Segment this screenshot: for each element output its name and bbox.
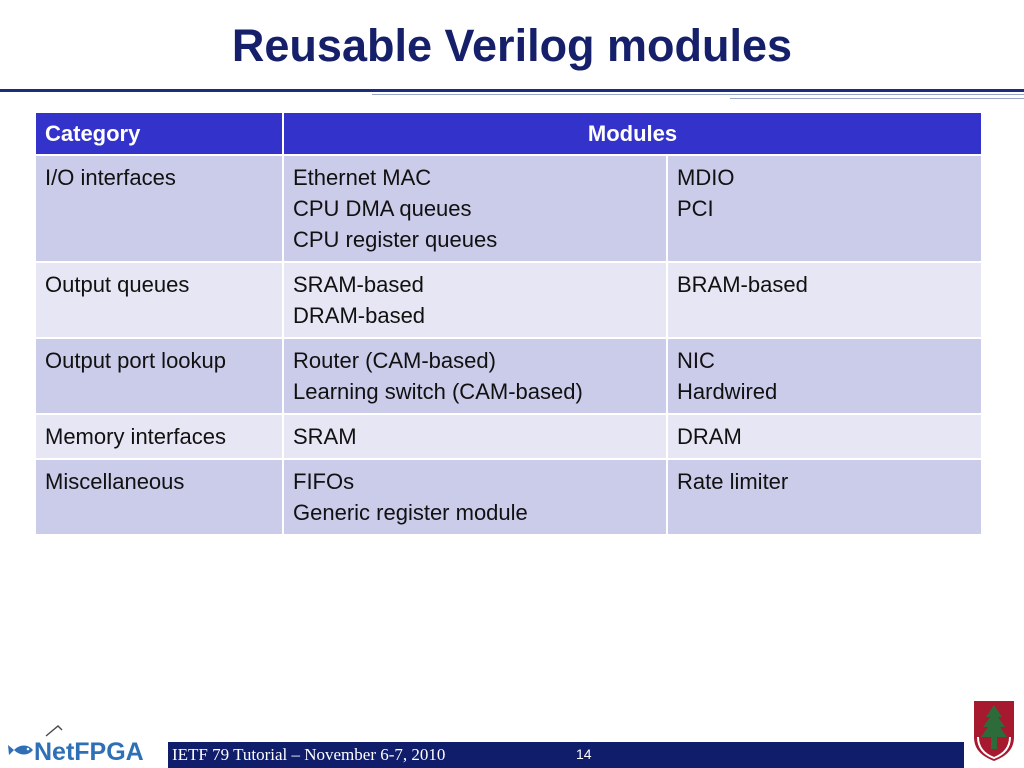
title-divider [0,89,1024,92]
footer-bar [168,742,964,768]
modules-cell: MDIO PCI [665,154,984,263]
category-cell: Memory interfaces [34,413,284,460]
module-item: SRAM [293,424,357,449]
module-item: Ethernet MAC [293,165,432,190]
modules-cell: NIC Hardwired [665,337,984,415]
category-cell: Output port lookup [34,337,284,415]
stanford-tree-logo [974,701,1014,761]
netfpga-logo: NetFPGA [8,725,144,766]
modules-table: Category Modules I/O interfaces Ethernet… [34,111,984,536]
module-item: NIC [677,348,715,373]
module-item: SRAM-based [293,272,424,297]
module-item: Hardwired [677,379,778,404]
module-item: CPU DMA queues [293,196,472,221]
module-item: DRAM-based [293,303,426,328]
footer-text: IETF 79 Tutorial – November 6-7, 2010 [172,745,446,764]
module-item: CPU register queues [293,227,498,252]
modules-cell: SRAM-based DRAM-based [282,261,668,339]
category-cell: Output queues [34,261,284,339]
title-divider-thin [372,94,1024,95]
modules-cell: Ethernet MAC CPU DMA queues CPU register… [282,154,668,263]
module-item: Rate limiter [677,469,789,494]
table-row: Output port lookup Router (CAM-based) Le… [34,337,984,415]
header-category: Category [34,111,284,156]
table-row: Memory interfaces SRAM DRAM [34,413,984,460]
modules-cell: Router (CAM-based) Learning switch (CAM-… [282,337,668,415]
module-item: Generic register module [293,500,528,525]
category-cell: I/O interfaces [34,154,284,263]
table-header-row: Category Modules [34,111,984,156]
fish-icon [8,745,33,755]
modules-cell: FIFOs Generic register module [282,458,668,536]
module-item: MDIO [677,165,735,190]
module-item: PCI [677,196,714,221]
modules-cell: SRAM [282,413,668,460]
table-row: Miscellaneous FIFOs Generic register mod… [34,458,984,536]
table-row: I/O interfaces Ethernet MAC CPU DMA queu… [34,154,984,263]
page-number: 14 [576,746,592,762]
netfpga-logo-text: NetFPGA [34,738,144,766]
table-row: Output queues SRAM-based DRAM-based BRAM… [34,261,984,339]
module-item: FIFOs [293,469,355,494]
module-item: Router (CAM-based) [293,348,496,373]
title-divider-thin [730,98,1024,99]
slide-title: Reusable Verilog modules [231,20,793,71]
modules-cell: Rate limiter [665,458,984,536]
logo-accent [45,725,63,737]
module-item: DRAM [677,424,742,449]
category-cell: Miscellaneous [34,458,284,536]
modules-cell: DRAM [665,413,984,460]
module-item: BRAM-based [677,272,808,297]
header-modules: Modules [281,111,984,156]
module-item: Learning switch (CAM-based) [293,379,583,404]
modules-cell: BRAM-based [665,261,984,339]
